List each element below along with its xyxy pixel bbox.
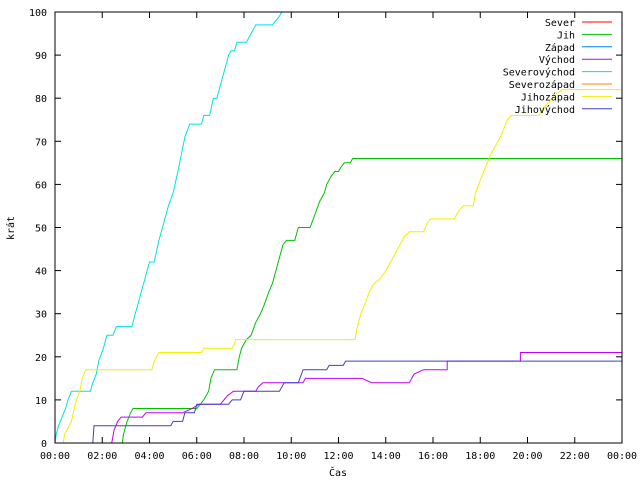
series-line-jihozapad (55, 89, 622, 444)
y-tick-label: 70 (35, 137, 47, 148)
legend-label-jihozapad: Jihozápad (521, 91, 575, 103)
x-axis-title: Čas (329, 466, 347, 479)
x-tick-label: 14:00 (371, 451, 401, 462)
y-tick-label: 90 (35, 51, 47, 62)
legend-label-zapad: Západ (545, 42, 575, 54)
x-tick-label: 00:00 (607, 451, 637, 462)
y-tick-label: 10 (35, 396, 47, 407)
x-tick-label: 00:00 (40, 451, 70, 462)
legend-label-jih: Jih (557, 30, 575, 41)
legend-label-vychod: Východ (539, 54, 575, 66)
series-line-vychod (55, 352, 622, 444)
x-tick-label: 04:00 (134, 451, 164, 462)
axis-ticks: 0 10 20 30 40 50 60 70 80 90 100 00:00 02:00 04:00 06:… (29, 8, 637, 462)
y-tick-label: 0 (41, 439, 47, 450)
x-tick-label: 08:00 (229, 451, 259, 462)
series-line-jihovychod (55, 360, 622, 444)
x-tick-label: 20:00 (512, 451, 542, 462)
series-lines (54, 11, 622, 444)
y-axis-title: krát (5, 216, 17, 240)
y-tick-label: 40 (35, 267, 47, 278)
x-tick-label: 12:00 (323, 451, 353, 462)
series-line-jih (55, 158, 622, 444)
x-tick-label: 18:00 (465, 451, 495, 462)
y-tick-label: 30 (35, 310, 47, 321)
y-tick-label: 50 (35, 224, 47, 235)
x-tick-label: 06:00 (182, 451, 212, 462)
x-tick-label: 16:00 (418, 451, 448, 462)
legend-label-severozapad: Severozápad (509, 79, 575, 91)
y-tick-label: 80 (35, 94, 47, 105)
series-line-severovychod (54, 11, 296, 444)
x-tick-label: 22:00 (560, 451, 590, 462)
y-tick-label: 20 (35, 353, 47, 364)
y-tick-label: 60 (35, 180, 47, 191)
x-tick-label: 10:00 (276, 451, 306, 462)
legend-label-severovychod: Severovýchod (503, 67, 575, 79)
y-tick-label: 100 (29, 8, 47, 19)
legend-label-sever: Sever (545, 18, 575, 29)
legend-label-jihovychod: Jihovýchod (515, 104, 575, 116)
x-tick-label: 02:00 (87, 451, 117, 462)
legend: SeverJihZápadVýchodSeverovýchodSeverozáp… (503, 18, 612, 116)
